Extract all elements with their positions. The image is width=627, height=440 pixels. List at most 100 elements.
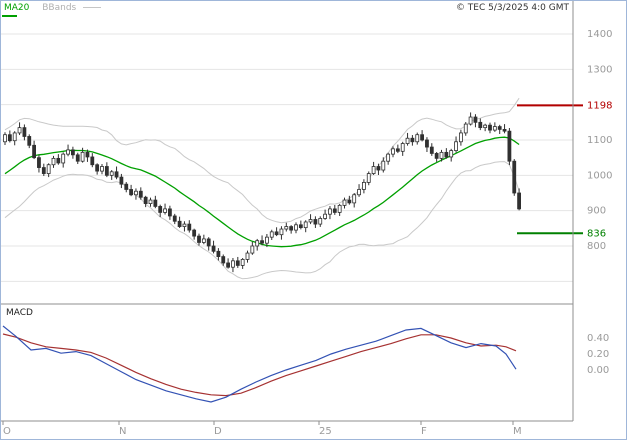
candle-body <box>264 236 269 244</box>
candle-body <box>347 199 352 204</box>
candle-body <box>37 157 41 168</box>
candle-body <box>260 240 264 244</box>
bollinger-upper-line <box>4 97 520 224</box>
candle-body <box>303 221 308 229</box>
candle-body <box>386 153 391 162</box>
candle-body <box>75 154 80 162</box>
candle-body <box>197 235 201 243</box>
candle-body <box>294 224 298 231</box>
candle-body <box>32 144 37 159</box>
candle-body <box>342 199 347 206</box>
candle-body <box>269 231 274 238</box>
candle-body <box>517 192 521 210</box>
candle-body <box>216 250 221 257</box>
candle-body <box>289 226 294 231</box>
candle-body <box>134 190 138 196</box>
candle-body <box>449 150 454 158</box>
candle-body <box>61 153 66 164</box>
candle-body <box>27 136 32 146</box>
candle-body <box>41 167 46 174</box>
y-axis-label: 1400 <box>587 29 612 40</box>
bbands-legend-line <box>83 7 102 8</box>
candle-body <box>187 223 192 231</box>
candle-body <box>17 127 22 134</box>
candle-body <box>85 151 90 158</box>
candle-body <box>129 189 134 196</box>
y-axis-label: 1300 <box>587 64 612 75</box>
candle-body <box>206 238 211 247</box>
candle-body <box>192 229 197 237</box>
legend: MA20 BBands <box>4 3 102 13</box>
candle-body <box>497 126 502 130</box>
candle-body <box>114 171 119 178</box>
candle-body <box>71 149 75 156</box>
x-axis-label: F <box>421 426 427 437</box>
candle-body <box>492 126 497 131</box>
candle-body <box>51 157 56 166</box>
candle-body <box>313 219 318 225</box>
candle-body <box>104 166 109 176</box>
candle-body <box>226 262 231 268</box>
x-axis-label: N <box>119 426 126 437</box>
candle-body <box>434 153 439 159</box>
candle-body <box>488 124 492 131</box>
x-axis-label: O <box>3 426 11 437</box>
candle-body <box>473 116 478 123</box>
y-axis-label: 1000 <box>587 170 612 181</box>
candle-body <box>308 219 313 223</box>
candle-body <box>66 149 70 155</box>
support-level-label: 836 <box>587 228 606 239</box>
candle-body <box>240 259 245 266</box>
candle-body <box>444 151 449 158</box>
candle-body <box>245 252 250 260</box>
candle-body <box>439 151 444 159</box>
candle-body <box>158 206 163 213</box>
candle-body <box>274 231 279 236</box>
candle-body <box>429 146 434 154</box>
candle-body <box>22 127 27 137</box>
candle-body <box>468 116 473 125</box>
candle-body <box>250 245 255 254</box>
candle-body <box>352 194 357 204</box>
candle-body <box>177 220 182 227</box>
candle-body <box>124 183 129 190</box>
candle-body <box>361 181 366 190</box>
candle-body <box>454 141 458 151</box>
bollinger-lower-line <box>4 161 520 280</box>
candle-body <box>109 171 114 176</box>
candle-body <box>12 132 17 142</box>
candle-body <box>3 134 7 143</box>
ma20-legend-line <box>2 15 17 17</box>
candle-body <box>7 134 12 142</box>
candle-body <box>235 260 240 266</box>
macd-axis-label: 0.40 <box>587 333 609 344</box>
candle-body <box>119 176 124 185</box>
macd-axis-label: 0.20 <box>587 349 609 360</box>
candle-body <box>381 160 386 171</box>
candle-body <box>167 208 172 217</box>
macd-line <box>2 325 517 403</box>
y-axis-label: 800 <box>587 241 606 252</box>
candle-body <box>357 189 361 196</box>
candle-body <box>420 134 425 141</box>
candle-body <box>371 166 376 174</box>
candle-body <box>332 208 337 213</box>
candle-body <box>80 151 85 162</box>
bbands-legend-label: BBands <box>42 3 77 13</box>
candle-body <box>100 166 104 172</box>
x-axis-label: 25 <box>319 426 332 437</box>
candle-body <box>56 157 61 164</box>
candle-body <box>221 256 226 264</box>
copyright-text: © TEC 5/3/2025 4:0 GMT <box>455 3 569 13</box>
candle-body <box>153 199 158 207</box>
candle-body <box>410 137 415 143</box>
candle-body <box>148 199 153 204</box>
candle-body <box>391 148 395 155</box>
candle-body <box>502 128 507 132</box>
candle-body <box>298 224 303 229</box>
x-axis-label: D <box>214 426 222 437</box>
candle-body <box>172 215 177 222</box>
candle-body <box>376 166 381 171</box>
